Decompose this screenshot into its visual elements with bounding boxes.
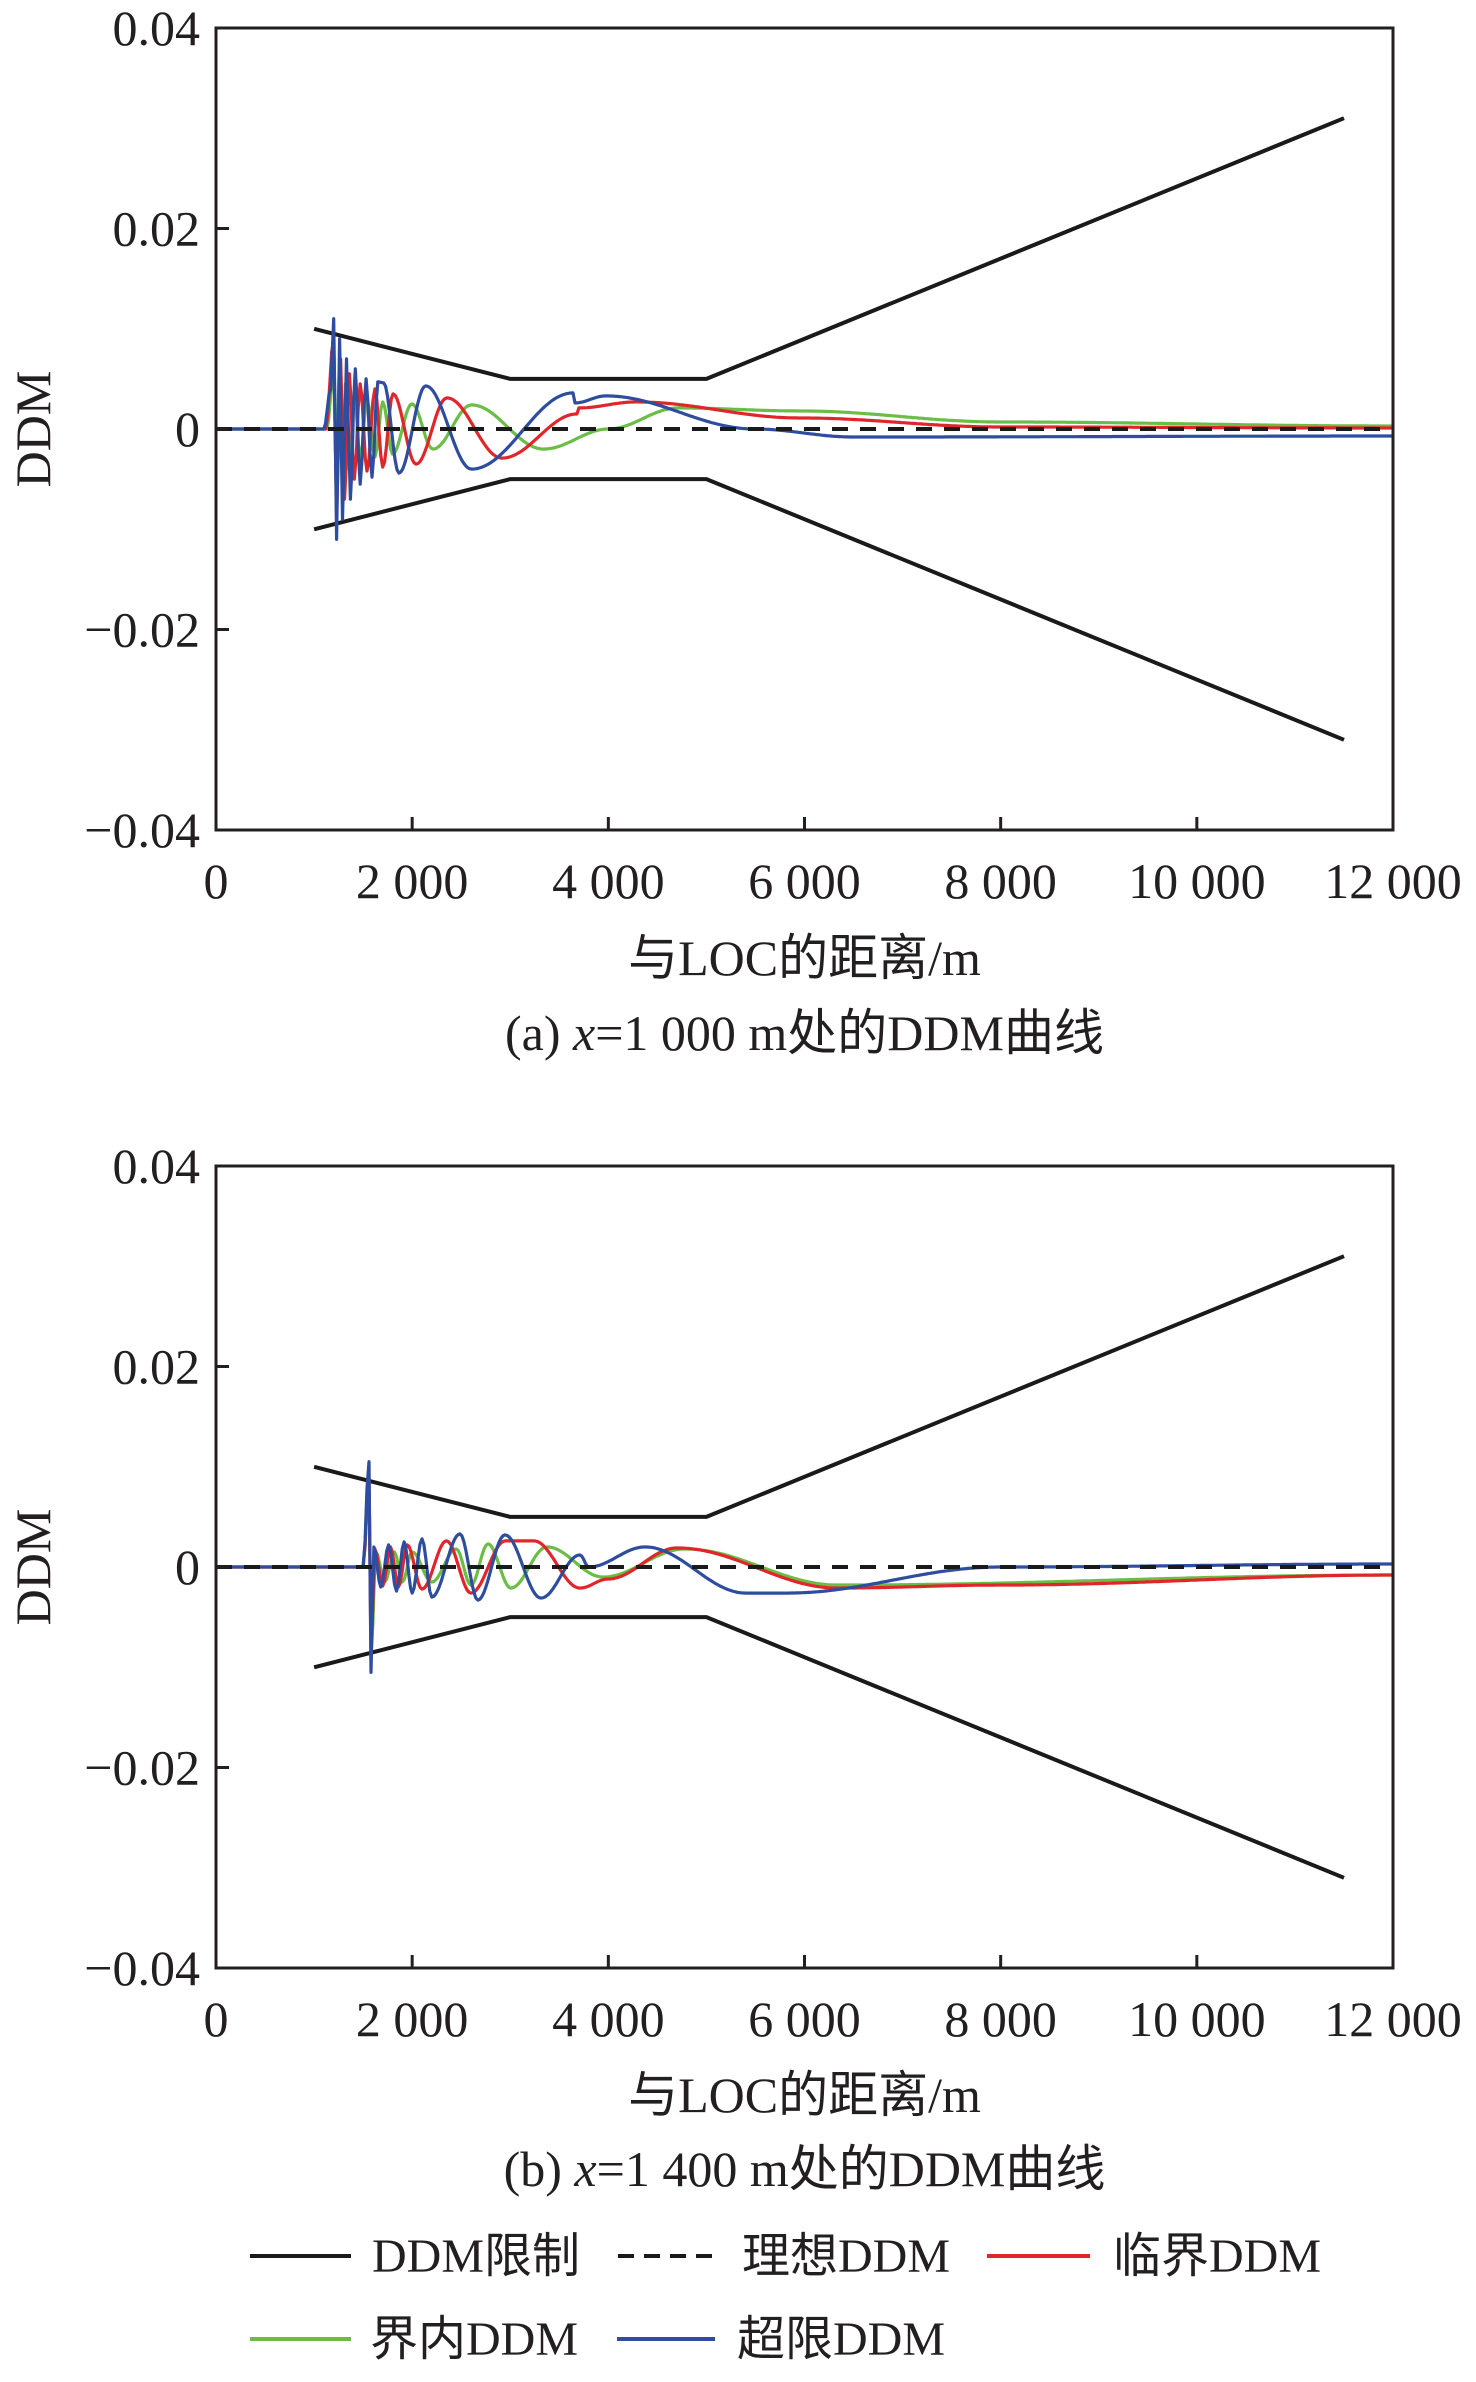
caption-part: (a) <box>505 1005 573 1061</box>
x-tick-label: 10 000 <box>1128 853 1266 909</box>
chart-caption: (a) x=1 000 m处的DDM曲线 <box>505 1005 1104 1061</box>
x-tick-label: 6 000 <box>748 1991 861 2047</box>
series-line-exceed-3 <box>216 1460 1393 1674</box>
x-tick-label: 6 000 <box>748 853 861 909</box>
y-axis-label: DDM <box>5 371 61 488</box>
series-line-critical-4 <box>216 337 1393 521</box>
x-tick-label: 2 000 <box>356 1991 469 2047</box>
series-line-limit-0 <box>313 116 1345 381</box>
caption-part: =1 000 m处的DDM曲线 <box>595 1005 1104 1061</box>
x-tick-label: 4 000 <box>552 1991 665 2047</box>
y-tick-label: −0.02 <box>84 602 200 658</box>
x-tick-label: 0 <box>204 853 229 909</box>
series-line-critical-4 <box>216 1475 1393 1659</box>
x-axis-label: 与LOC的距离/m <box>628 2067 981 2123</box>
y-tick-label: 0 <box>175 401 200 457</box>
x-tick-label: 12 000 <box>1324 853 1462 909</box>
y-tick-label: −0.04 <box>84 802 200 858</box>
y-tick-label: 0.02 <box>113 1339 201 1395</box>
x-tick-label: 2 000 <box>356 853 469 909</box>
y-tick-label: 0 <box>175 1539 200 1595</box>
x-tick-label: 4 000 <box>552 853 665 909</box>
legend-label-inside: 界内DDM <box>370 2313 578 2366</box>
caption-part: =1 400 m处的DDM曲线 <box>597 2141 1106 2197</box>
x-tick-label: 8 000 <box>944 853 1057 909</box>
y-tick-label: 0.04 <box>113 1138 201 1194</box>
series-line-limit-1 <box>313 1615 1345 1880</box>
legend-label-limit: DDM限制 <box>372 2230 580 2283</box>
series-line-inside-5 <box>216 367 1393 491</box>
legend-label-critical: 临界DDM <box>1113 2230 1321 2283</box>
y-tick-label: 0.02 <box>113 201 201 257</box>
legend-label-exceed: 超限DDM <box>737 2313 945 2366</box>
caption-part: x <box>573 2141 596 2197</box>
chart-caption: (b) x=1 400 m处的DDM曲线 <box>504 2141 1106 2197</box>
x-tick-label: 12 000 <box>1324 1991 1462 2047</box>
legend-label-ideal: 理想DDM <box>742 2230 950 2283</box>
x-tick-label: 8 000 <box>944 1991 1057 2047</box>
legend: DDM限制 理想DDM 临界DDM 界内DDM 超限DDM <box>250 2230 1321 2366</box>
x-tick-label: 0 <box>204 1991 229 2047</box>
x-tick-label: 10 000 <box>1128 1991 1266 2047</box>
chart-b: 0 2 000 4 000 6 000 8 000 10 000 12 000 0.04 0.0… <box>5 1138 1462 2197</box>
y-axis-label: DDM <box>5 1509 61 1626</box>
series-line-exceed-3 <box>216 317 1393 541</box>
chart-a: 0 2 000 4 000 6 000 8 000 10 000 12 000 0.04 0.0… <box>5 0 1462 1061</box>
y-tick-label: 0.04 <box>113 0 201 56</box>
series-line-limit-1 <box>313 477 1345 742</box>
series-line-limit-0 <box>313 1254 1345 1519</box>
y-tick-label: −0.04 <box>84 1940 200 1996</box>
caption-part: (b) <box>504 2141 575 2197</box>
y-tick-label: −0.02 <box>84 1740 200 1796</box>
caption-part: x <box>572 1005 595 1061</box>
x-axis-label: 与LOC的距离/m <box>628 930 981 986</box>
